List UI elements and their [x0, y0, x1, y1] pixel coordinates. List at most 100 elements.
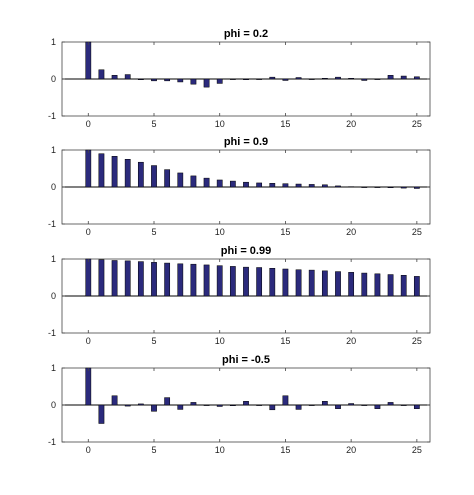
acf-bar — [203, 177, 210, 188]
x-tick-label: 0 — [86, 119, 91, 129]
y-tick-label: 0 — [51, 182, 56, 192]
x-tick-label: 5 — [151, 336, 156, 346]
acf-bar — [295, 269, 302, 297]
acf-bar — [229, 180, 236, 188]
acf-panel-1: phi = 0.2 0 5 10 15 20 25 -1 0 1 — [48, 28, 431, 129]
x-tick-label: 15 — [280, 227, 290, 237]
y-tick-label: -1 — [48, 328, 56, 338]
acf-bar — [321, 270, 328, 297]
acf-bar — [387, 75, 394, 80]
acf-bar — [413, 186, 420, 189]
acf-bar — [229, 78, 236, 80]
acf-bar — [243, 181, 249, 188]
acf-bar — [269, 183, 276, 188]
acf-bar — [111, 395, 118, 406]
acf-bar — [269, 268, 276, 297]
acf-bar — [361, 78, 368, 81]
acf-bar — [151, 78, 157, 82]
x-tick-label: 5 — [151, 445, 156, 455]
acf-bar — [387, 402, 394, 406]
x-tick-label: 25 — [412, 336, 422, 346]
x-tick-label: 5 — [151, 227, 156, 237]
acf-bar — [124, 404, 131, 407]
acf-bar — [137, 161, 144, 188]
acf-bar — [400, 275, 407, 297]
y-tick-label: -1 — [48, 111, 56, 121]
y-tick-label: 0 — [51, 291, 56, 301]
acf-bar — [308, 78, 315, 80]
acf-bar — [98, 259, 105, 297]
acf-bar — [137, 261, 144, 297]
acf-bar — [190, 402, 197, 406]
acf-bar — [269, 404, 276, 411]
acf-bar — [387, 186, 394, 188]
acf-bar — [203, 78, 210, 88]
x-tick-label: 10 — [215, 119, 225, 129]
acf-bar — [374, 78, 381, 80]
acf-bar — [124, 159, 131, 188]
acf-bar — [413, 276, 420, 297]
acf-bar — [282, 183, 289, 188]
acf-bar — [177, 404, 184, 410]
panel-title: phi = 0.9 — [224, 136, 268, 148]
acf-bar — [216, 78, 223, 84]
acf-bar — [295, 77, 302, 80]
acf-bar — [348, 186, 355, 188]
acf-bar — [190, 263, 197, 297]
x-tick-label: 20 — [346, 445, 356, 455]
acf-bar — [348, 403, 355, 406]
x-tick-label: 25 — [412, 119, 422, 129]
acf-bar — [335, 271, 341, 297]
panel-title: phi = -0.5 — [222, 354, 270, 366]
acf-bar — [111, 156, 118, 188]
acf-bar — [85, 258, 92, 297]
x-tick-label: 10 — [215, 227, 225, 237]
acf-bar — [124, 260, 131, 297]
acf-bar — [413, 404, 420, 409]
acf-bar — [413, 76, 420, 80]
acf-bar — [361, 186, 368, 188]
acf-bar — [335, 185, 341, 188]
x-tick-label: 20 — [346, 227, 356, 237]
acf-bar — [164, 169, 171, 188]
x-tick-label: 15 — [280, 119, 290, 129]
y-tick-label: 0 — [51, 400, 56, 410]
acf-bar — [361, 272, 368, 297]
acf-bar — [282, 395, 289, 406]
acf-bar — [256, 267, 263, 297]
acf-bar — [164, 78, 171, 82]
acf-bar — [190, 175, 197, 188]
acf-bar — [216, 265, 223, 297]
acf-bar — [98, 69, 105, 80]
x-tick-label: 0 — [86, 336, 91, 346]
acf-bar — [282, 268, 289, 297]
y-tick-label: 1 — [51, 37, 56, 47]
y-tick-label: -1 — [48, 219, 56, 229]
acf-bar — [348, 78, 355, 80]
x-tick-label: 15 — [280, 445, 290, 455]
acf-bar — [203, 404, 210, 406]
acf-bar — [216, 404, 223, 407]
acf-bar — [151, 165, 157, 188]
y-tick-label: 1 — [51, 145, 56, 155]
y-tick-label: 1 — [51, 363, 56, 373]
x-tick-label: 5 — [151, 119, 156, 129]
acf-panel-2: phi = 0.9 0 5 10 15 20 25 -1 0 1 — [48, 136, 431, 237]
acf-panel-3: phi = 0.99 0 5 10 15 20 25 -1 0 1 — [48, 245, 431, 346]
acf-bar — [308, 404, 315, 406]
panel-title: phi = 0.2 — [224, 28, 268, 40]
acf-bar — [335, 404, 341, 409]
acf-bar — [229, 266, 236, 297]
acf-bar — [164, 397, 171, 406]
acf-bar — [400, 404, 407, 406]
acf-bar — [374, 186, 381, 188]
x-tick-label: 10 — [215, 336, 225, 346]
acf-bar — [400, 75, 407, 80]
acf-bar — [321, 78, 328, 80]
acf-bar — [216, 179, 223, 188]
acf-bar — [335, 76, 341, 80]
acf-bar — [256, 404, 263, 406]
acf-bar — [177, 263, 184, 297]
acf-bar — [111, 260, 118, 297]
x-tick-label: 20 — [346, 336, 356, 346]
